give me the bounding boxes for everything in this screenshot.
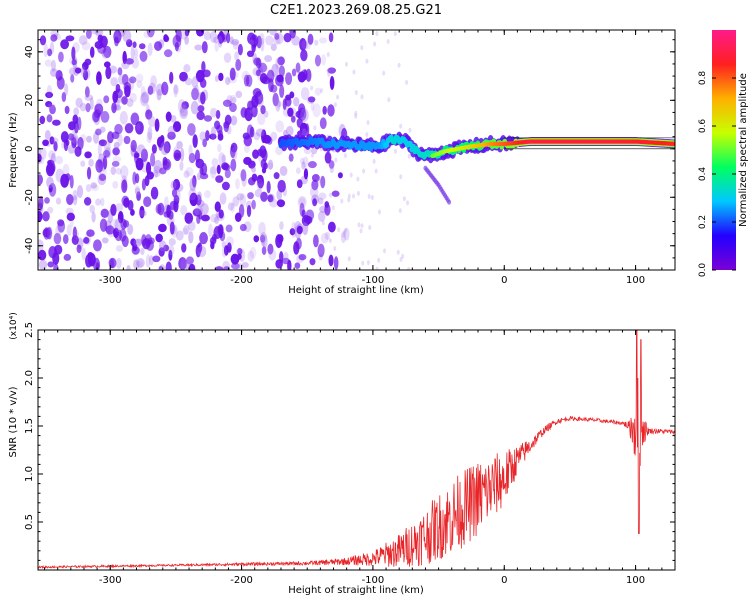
snr-x-axis-label: Height of straight line (km): [288, 585, 424, 596]
figure-title: C2E1.2023.269.08.25.G21: [270, 3, 442, 18]
snr-background: [38, 330, 675, 570]
x-tick-label: -200: [230, 275, 253, 286]
snr-frame: [37, 329, 676, 571]
snr-panel: -300 -200 -100 0 100 0.5 1.0 1.5 2.0 2.5 Height o…: [8, 312, 676, 596]
y-tick-label: -20: [24, 189, 35, 205]
snr-axes: -300 -200 -100 0 100 0.5 1.0 1.5 2.0 2.5: [24, 322, 676, 586]
y-tick-label: 0: [24, 146, 35, 152]
colorbar-label: Normalized spectral amplitude: [738, 73, 749, 227]
y-tick-label: 1.5: [24, 418, 35, 434]
y-tick-label: 40: [24, 45, 35, 58]
x-tick-label: 0: [501, 575, 507, 586]
snr-y-axis-label: SNR (10 * v/v): [8, 386, 19, 457]
snr-series-line: [38, 330, 675, 570]
spectrogram-frame: [37, 29, 676, 271]
x-tick-label: -200: [230, 575, 253, 586]
x-tick-label: 100: [626, 275, 645, 286]
x-tick-label: -300: [99, 575, 122, 586]
x-tick-label: -300: [99, 275, 122, 286]
y-tick-label: 1.0: [24, 466, 35, 482]
colorbar-tick-label: 0.0: [698, 263, 708, 278]
noise-speckle: [38, 30, 412, 270]
y-tick-label: 2.0: [24, 370, 35, 386]
x-tick-label: 0: [501, 275, 507, 286]
spectrogram-plot-area: [38, 30, 675, 270]
snr-scale-label: (x10⁴): [9, 312, 19, 339]
colorbar-tick-label: 0.2: [698, 215, 708, 229]
y-tick-label: 0.5: [24, 514, 35, 530]
x-tick-label: 100: [626, 575, 645, 586]
y-tick-label: 2.5: [24, 322, 35, 338]
colorbar-tick-label: 0.8: [698, 71, 708, 86]
y-tick-label: 20: [24, 94, 35, 107]
y-tick-label: -40: [24, 238, 35, 254]
signal-track: [277, 131, 675, 205]
colorbar-ticks: 0.0 0.2 0.4 0.6 0.8: [698, 71, 736, 278]
colorbar-tick-label: 0.6: [698, 119, 708, 134]
x-tick-label: -100: [362, 275, 385, 286]
colorbar-tick-label: 0.4: [698, 167, 708, 182]
colorbar-gradient: [712, 30, 736, 270]
spectrogram-y-axis-label: Frequency (Hz): [8, 112, 19, 188]
x-tick-label: -100: [362, 575, 385, 586]
snr-plot-area: [38, 330, 675, 570]
colorbar: 0.0 0.2 0.4 0.6 0.8 Normalized spectral ampl…: [698, 30, 749, 277]
spectrogram-x-axis-label: Height of straight line (km): [288, 285, 424, 296]
